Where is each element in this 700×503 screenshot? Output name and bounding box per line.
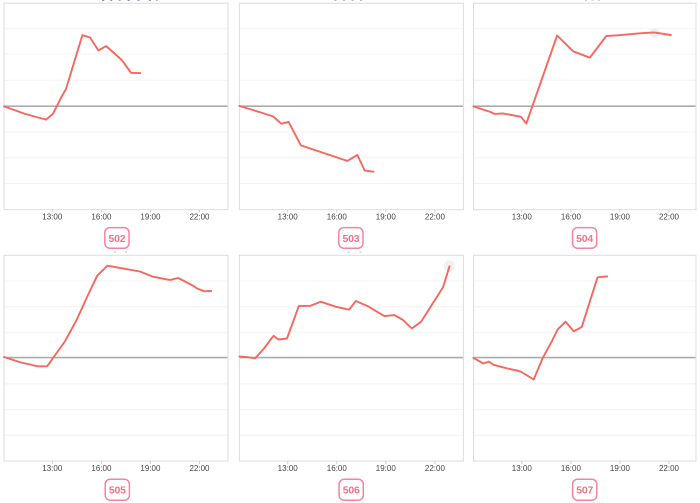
svg-text:13:00: 13:00 bbox=[512, 464, 533, 473]
svg-text:19:00: 19:00 bbox=[376, 464, 397, 473]
svg-text:19:00: 19:00 bbox=[140, 212, 161, 221]
svg-text:19:00: 19:00 bbox=[610, 464, 631, 473]
svg-text:22:00: 22:00 bbox=[659, 464, 680, 473]
svg-text:22:00: 22:00 bbox=[425, 464, 446, 473]
svg-text:22:00: 22:00 bbox=[425, 212, 446, 221]
svg-text:13:00: 13:00 bbox=[278, 464, 299, 473]
svg-text:22:00: 22:00 bbox=[659, 212, 680, 221]
svg-text:19:00: 19:00 bbox=[610, 212, 631, 221]
svg-text:504: 504 bbox=[576, 233, 593, 245]
svg-text:503: 503 bbox=[342, 233, 359, 245]
svg-text:19:00: 19:00 bbox=[376, 212, 397, 221]
svg-text:502: 502 bbox=[108, 233, 125, 245]
svg-text:507: 507 bbox=[576, 485, 593, 497]
svg-text:16:00: 16:00 bbox=[561, 464, 582, 473]
svg-text:16:00: 16:00 bbox=[561, 212, 582, 221]
svg-text:19:00: 19:00 bbox=[140, 464, 161, 473]
svg-text:16:00: 16:00 bbox=[91, 212, 112, 221]
svg-text:505: 505 bbox=[109, 485, 126, 497]
svg-text:506: 506 bbox=[343, 485, 360, 497]
svg-text:16:00: 16:00 bbox=[91, 464, 112, 473]
svg-text:16:00: 16:00 bbox=[327, 464, 348, 473]
svg-text:22:00: 22:00 bbox=[189, 464, 210, 473]
svg-text:13:00: 13:00 bbox=[278, 212, 299, 221]
svg-text:13:00: 13:00 bbox=[512, 212, 533, 221]
svg-text:13:00: 13:00 bbox=[42, 464, 63, 473]
svg-text:16:00: 16:00 bbox=[327, 212, 348, 221]
svg-text:13:00: 13:00 bbox=[42, 212, 63, 221]
svg-text:22:00: 22:00 bbox=[189, 212, 210, 221]
